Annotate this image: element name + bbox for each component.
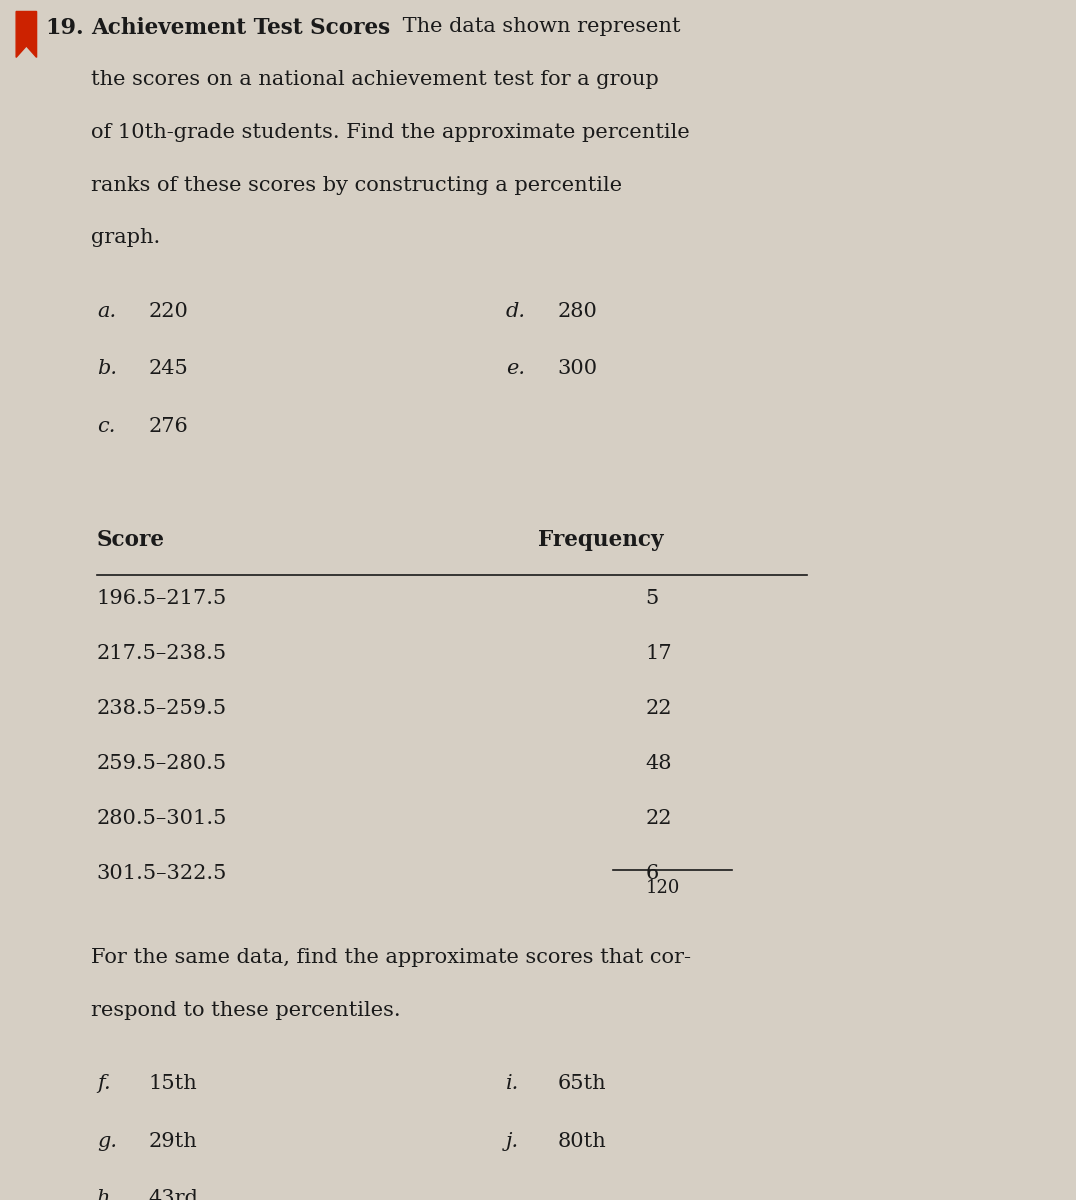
Text: 259.5–280.5: 259.5–280.5 — [97, 754, 227, 773]
Text: 276: 276 — [148, 416, 188, 436]
Text: a.: a. — [97, 302, 116, 320]
Text: e.: e. — [506, 359, 525, 378]
Text: 80th: 80th — [557, 1132, 606, 1151]
Text: respond to these percentiles.: respond to these percentiles. — [91, 1001, 401, 1020]
Text: 280: 280 — [557, 302, 597, 320]
Text: 6: 6 — [646, 864, 659, 883]
Text: Frequency: Frequency — [538, 529, 664, 551]
Text: 301.5–322.5: 301.5–322.5 — [97, 864, 227, 883]
Text: 48: 48 — [646, 754, 672, 773]
Text: 43rd: 43rd — [148, 1189, 198, 1200]
Text: 5: 5 — [646, 589, 659, 607]
Text: For the same data, find the approximate scores that cor-: For the same data, find the approximate … — [91, 948, 692, 967]
Text: of 10th-grade students. Find the approximate percentile: of 10th-grade students. Find the approxi… — [91, 122, 690, 142]
Text: 196.5–217.5: 196.5–217.5 — [97, 589, 227, 607]
Text: 17: 17 — [646, 644, 672, 662]
Text: Achievement Test Scores: Achievement Test Scores — [91, 17, 391, 40]
Text: i.: i. — [506, 1074, 519, 1093]
Text: 238.5–259.5: 238.5–259.5 — [97, 698, 227, 718]
Text: 120: 120 — [646, 880, 680, 898]
Text: 217.5–238.5: 217.5–238.5 — [97, 644, 227, 662]
Text: 15th: 15th — [148, 1074, 197, 1093]
Text: d.: d. — [506, 302, 526, 320]
Text: f.: f. — [97, 1074, 111, 1093]
Text: b.: b. — [97, 359, 117, 378]
Text: h.: h. — [97, 1189, 117, 1200]
Text: graph.: graph. — [91, 228, 160, 247]
Text: 29th: 29th — [148, 1132, 197, 1151]
Text: 280.5–301.5: 280.5–301.5 — [97, 809, 227, 828]
Text: c.: c. — [97, 416, 115, 436]
Text: Score: Score — [97, 529, 165, 551]
Text: 19.: 19. — [45, 17, 84, 40]
Text: The data shown represent: The data shown represent — [396, 17, 680, 36]
Text: 220: 220 — [148, 302, 188, 320]
Text: 300: 300 — [557, 359, 597, 378]
Text: 22: 22 — [646, 809, 672, 828]
Text: j.: j. — [506, 1132, 519, 1151]
Text: 245: 245 — [148, 359, 188, 378]
Text: ranks of these scores by constructing a percentile: ranks of these scores by constructing a … — [91, 175, 623, 194]
Polygon shape — [16, 12, 37, 58]
Text: 22: 22 — [646, 698, 672, 718]
Text: 65th: 65th — [557, 1074, 606, 1093]
Text: g.: g. — [97, 1132, 117, 1151]
Text: the scores on a national achievement test for a group: the scores on a national achievement tes… — [91, 70, 660, 89]
